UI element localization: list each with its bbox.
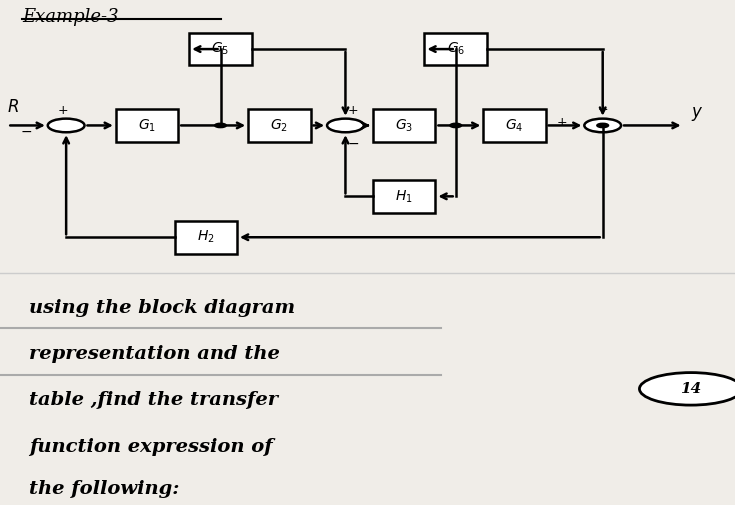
Text: +: + xyxy=(557,116,567,129)
Text: using the block diagram: using the block diagram xyxy=(29,298,295,317)
FancyBboxPatch shape xyxy=(175,221,237,254)
FancyBboxPatch shape xyxy=(484,109,545,142)
Text: $G_4$: $G_4$ xyxy=(506,117,523,134)
Text: the following:: the following: xyxy=(29,480,180,498)
FancyBboxPatch shape xyxy=(248,109,310,142)
FancyBboxPatch shape xyxy=(425,33,487,66)
Circle shape xyxy=(584,119,621,132)
Text: $G_5$: $G_5$ xyxy=(212,41,229,57)
FancyBboxPatch shape xyxy=(373,109,435,142)
Text: table ,find the transfer: table ,find the transfer xyxy=(29,391,279,410)
Text: function expression of: function expression of xyxy=(29,438,273,456)
Text: 14: 14 xyxy=(681,382,701,396)
Text: $G_2$: $G_2$ xyxy=(270,117,288,134)
Text: +: + xyxy=(57,104,68,117)
Text: $R$: $R$ xyxy=(7,99,19,116)
Text: $G_3$: $G_3$ xyxy=(395,117,413,134)
Circle shape xyxy=(639,373,735,405)
Circle shape xyxy=(215,123,226,128)
Circle shape xyxy=(450,123,462,128)
FancyBboxPatch shape xyxy=(116,109,178,142)
Circle shape xyxy=(327,119,364,132)
FancyBboxPatch shape xyxy=(190,33,251,66)
Text: +: + xyxy=(598,103,608,116)
Text: representation and the: representation and the xyxy=(29,345,280,363)
Text: $G_6$: $G_6$ xyxy=(447,41,465,57)
Text: $G_1$: $G_1$ xyxy=(138,117,156,134)
Text: $-$: $-$ xyxy=(20,124,32,138)
Text: +: + xyxy=(348,104,358,117)
Text: $y$: $y$ xyxy=(691,105,703,123)
Text: $H_2$: $H_2$ xyxy=(197,229,215,245)
Circle shape xyxy=(48,119,85,132)
FancyBboxPatch shape xyxy=(373,180,435,213)
Text: Example-3: Example-3 xyxy=(22,8,118,26)
Text: $H_1$: $H_1$ xyxy=(395,188,413,205)
Text: $-$: $-$ xyxy=(347,136,359,150)
Circle shape xyxy=(597,123,609,128)
